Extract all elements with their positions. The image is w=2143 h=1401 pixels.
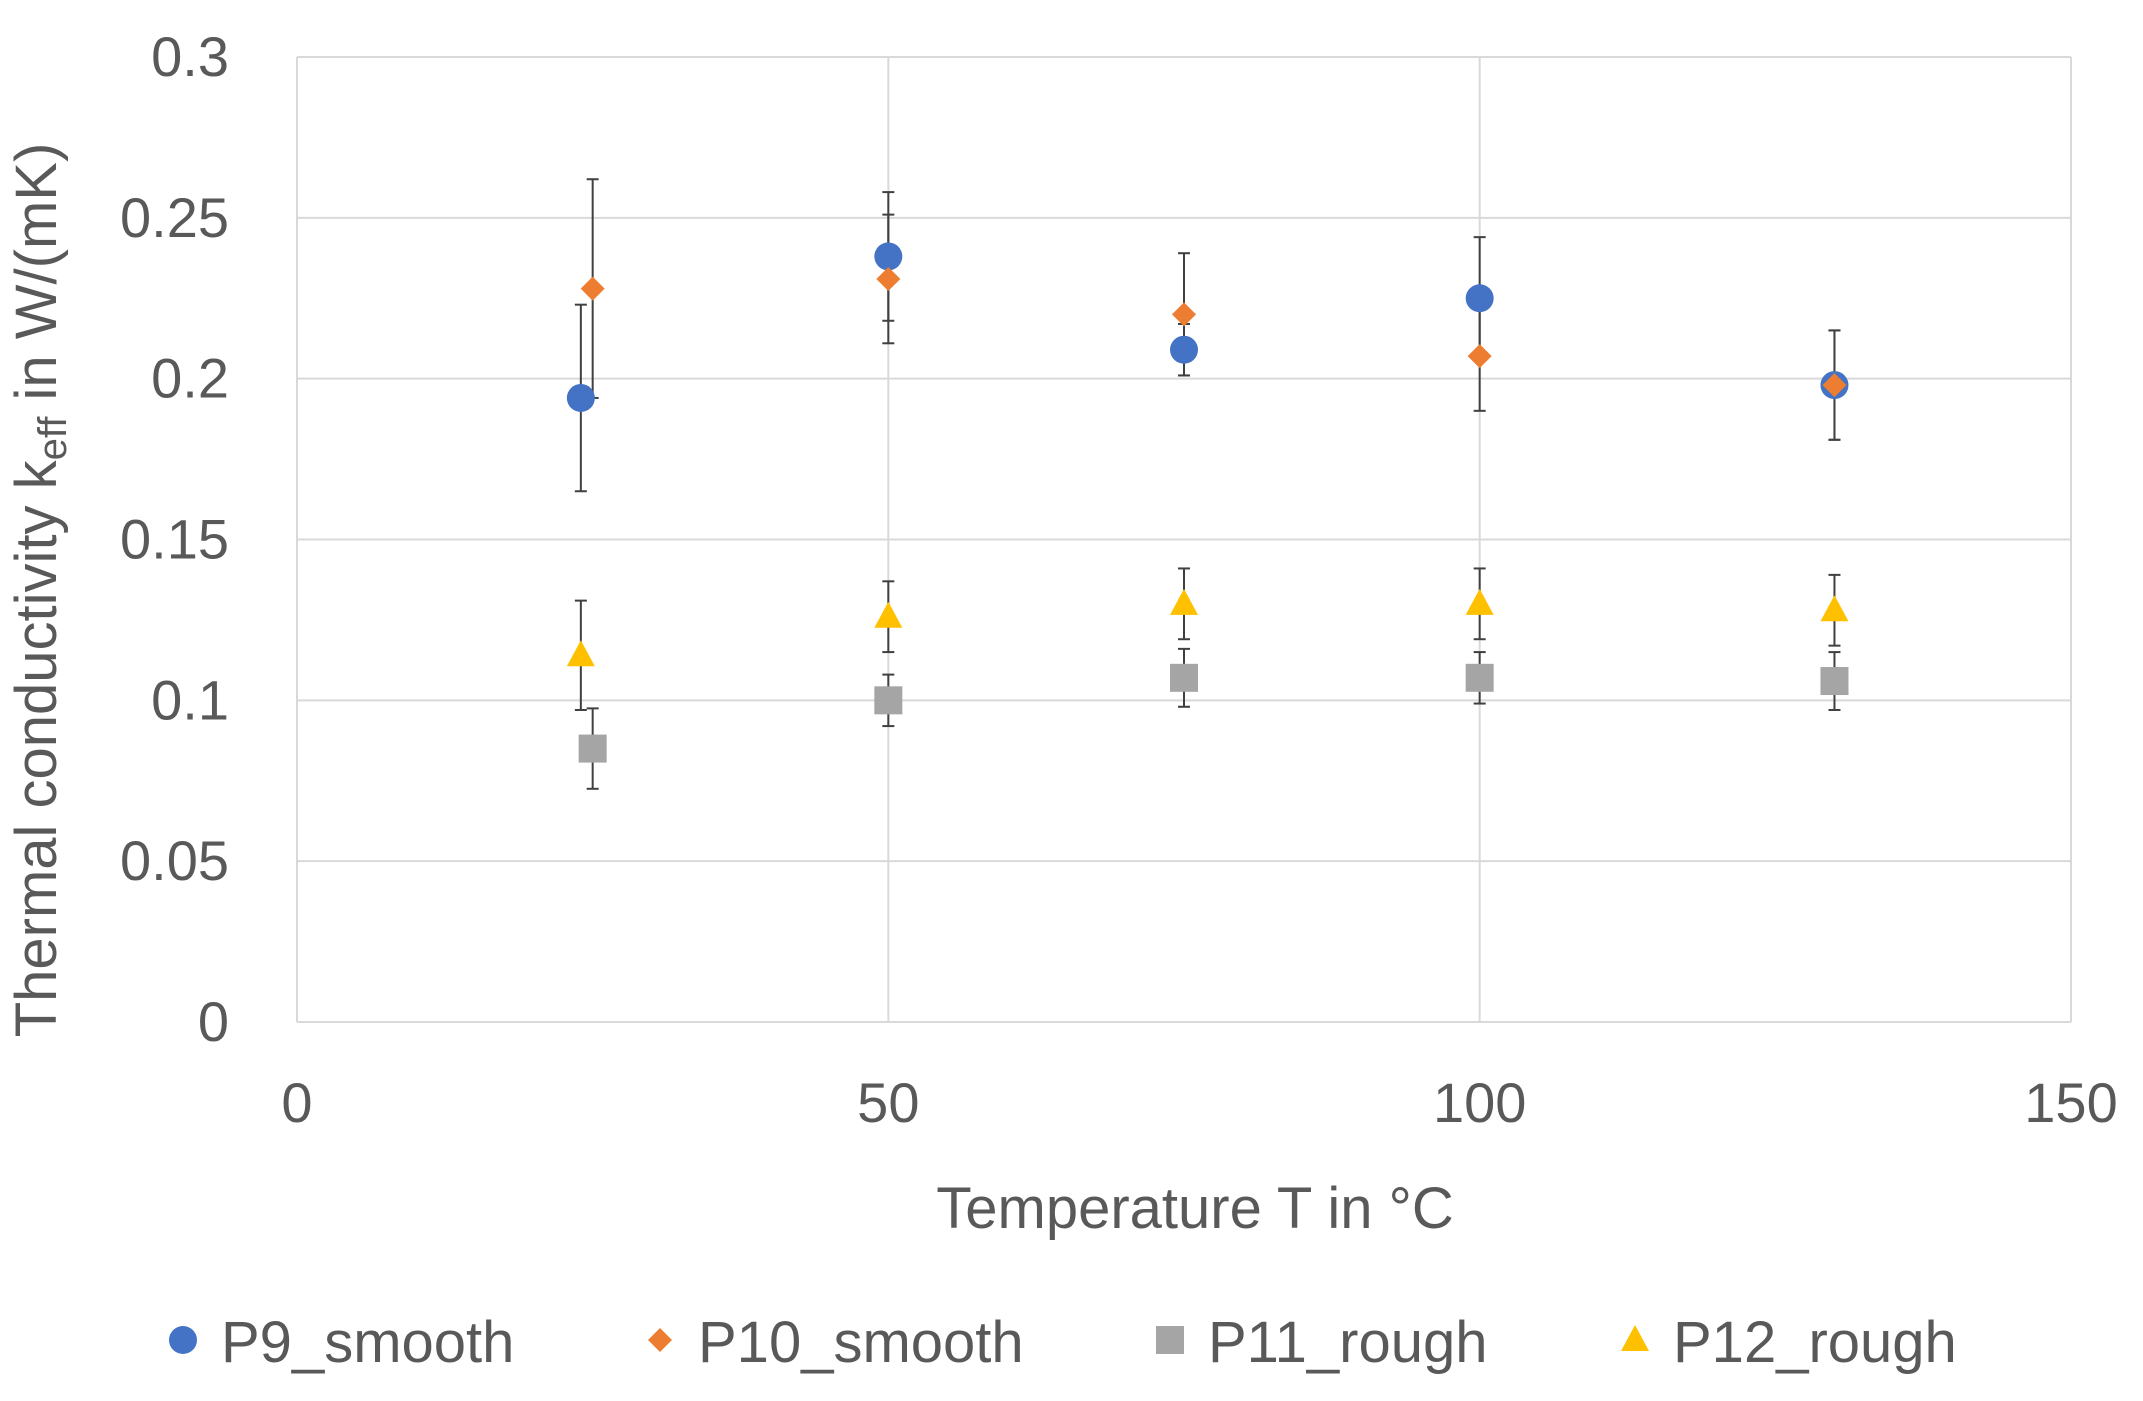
x-tick-label: 100 <box>1433 1071 1526 1134</box>
legend-label-p10-smooth: P10_smooth <box>698 1310 1024 1375</box>
p12-rough-point-4 <box>1820 595 1849 622</box>
p12-rough-point-2 <box>1170 588 1198 615</box>
p12-rough-point-0 <box>566 640 595 667</box>
y-axis-ticks: 0 0.05 0.1 0.15 0.2 0.25 0.3 <box>120 25 229 1053</box>
legend-label-p12-rough: P12_rough <box>1673 1310 1957 1375</box>
legend-item-p11-rough: P11_rough <box>1156 1310 1488 1375</box>
p9-smooth-point-1 <box>874 242 903 271</box>
x-axis-title: Temperature T in °C <box>936 1176 1454 1241</box>
p9-smooth-point-0 <box>566 383 595 412</box>
y-tick-label: 0.25 <box>120 186 229 249</box>
gridlines <box>296 56 2072 1023</box>
y-axis-title: Thermal conductivity keff in W/(mK) <box>4 143 75 1038</box>
legend-label-p9-smooth: P9_smooth <box>221 1310 514 1375</box>
p10-smooth-point-1 <box>876 266 901 291</box>
legend-item-p12-rough: P12_rough <box>1621 1310 1957 1375</box>
y-axis-title-unit: in W/(mK) <box>4 143 69 417</box>
p11-rough-point-1 <box>874 686 903 715</box>
x-tick-label: 0 <box>281 1071 312 1134</box>
p10-smooth-point-2 <box>1172 302 1196 327</box>
y-tick-label: 0 <box>198 990 229 1053</box>
x-axis-ticks: 0 50 100 150 <box>281 1071 2117 1134</box>
p11-rough-point-2 <box>1170 663 1198 692</box>
y-tick-label: 0.3 <box>151 25 229 88</box>
p10-smooth-point-0 <box>580 276 605 301</box>
y-axis-title-main: Thermal conductivity k <box>4 459 69 1037</box>
p9-smooth-point-2 <box>1170 335 1198 364</box>
data-markers <box>566 242 1849 763</box>
legend-marker-p12-rough <box>1621 1325 1649 1351</box>
y-tick-label: 0.15 <box>120 508 229 571</box>
y-axis-title-subscript: eff <box>31 416 75 461</box>
p12-rough-point-3 <box>1465 588 1494 615</box>
legend-item-p10-smooth: P10_smooth <box>648 1310 1024 1375</box>
p12-rough-point-1 <box>874 601 903 628</box>
p10-smooth-point-3 <box>1467 344 1492 369</box>
p10-smooth-point-4 <box>1822 373 1847 398</box>
legend-marker-p10-smooth <box>648 1328 672 1352</box>
legend-item-p9-smooth: P9_smooth <box>169 1310 514 1375</box>
legend-marker-p9-smooth <box>169 1326 197 1354</box>
y-tick-label: 0.05 <box>120 829 229 892</box>
p11-rough-point-3 <box>1465 663 1494 692</box>
legend: P9_smooth P10_smooth P11_rough P12_rough <box>169 1310 1957 1375</box>
y-tick-label: 0.1 <box>151 668 229 731</box>
p11-rough-point-4 <box>1820 667 1849 696</box>
x-tick-label: 50 <box>857 1071 919 1134</box>
p9-smooth-point-3 <box>1465 284 1494 313</box>
legend-marker-p11-rough <box>1156 1326 1184 1354</box>
p11-rough-point-0 <box>578 734 607 763</box>
y-tick-label: 0.2 <box>151 347 229 410</box>
error-bars <box>574 178 1841 790</box>
legend-label-p11-rough: P11_rough <box>1208 1310 1488 1375</box>
x-tick-label: 150 <box>2024 1071 2117 1134</box>
